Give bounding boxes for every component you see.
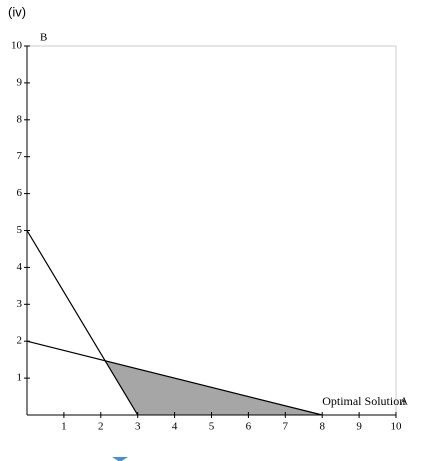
y-tick-label: 4 [17,261,23,273]
y-axis-label: B [40,32,47,44]
x-tick-label: 7 [283,421,289,433]
y-tick-label: 2 [17,335,23,347]
y-tick-label: 3 [17,298,23,310]
y-tick-label: 9 [17,76,23,88]
x-tick-label: 8 [319,421,325,433]
x-tick-label: 4 [172,421,178,433]
constraint-line [26,230,139,416]
constraint-line [26,340,323,416]
y-tick-label: 5 [17,224,23,236]
y-tick-label: 7 [17,150,23,162]
x-tick-label: 2 [98,421,104,433]
y-tick-label: 10 [11,40,23,52]
chart-title: (iv) [8,4,26,19]
x-tick-label: 6 [246,421,252,433]
y-tick-label: 8 [17,113,23,125]
y-tick-label: 1 [17,372,23,384]
x-axis-label: A [400,396,408,408]
x-tick-label: 5 [209,421,215,433]
x-tick-label: 3 [135,421,141,433]
x-tick-label: 9 [356,421,362,433]
x-tick-label: 1 [61,421,67,433]
x-tick-label: 10 [391,421,403,433]
annotation: Optimal Solution [322,394,405,408]
scroll-indicator [112,457,128,461]
y-tick-label: 6 [17,187,23,199]
